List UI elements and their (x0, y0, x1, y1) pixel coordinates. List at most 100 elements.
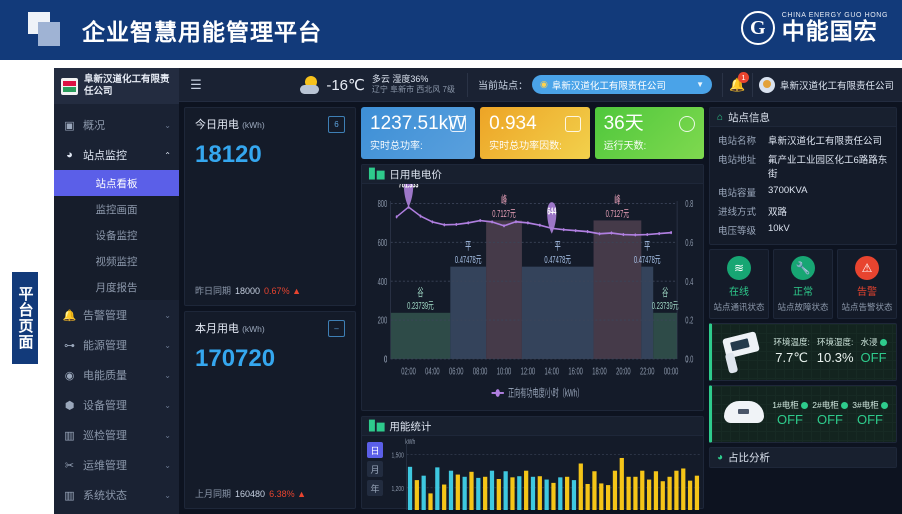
sidebar-item-system-status[interactable]: ▥ 系统状态 ⌄ (54, 480, 179, 510)
usage-stats-plot[interactable]: kWh 1,200 1,500 (384, 436, 703, 510)
tab-year[interactable]: 年 (367, 480, 383, 496)
env-sensor-card: 环境温度: 7.7℃ 环境湿度: 10.3% 水浸 OFF (709, 323, 897, 381)
hamburger-collapse-icon[interactable]: ☰ (190, 76, 202, 92)
svg-text:20:00: 20:00 (616, 365, 631, 377)
today-usage-unit: (kWh) (242, 120, 265, 130)
user-menu[interactable]: 阜新汉道化工有限责任公司 (751, 72, 902, 97)
site-selector-value: 阜新汉道化工有限责任公司 (551, 80, 666, 92)
sidebar-submenu: 站点看板 监控画面 设备监控 视频监控 月度报告 (54, 170, 179, 300)
svg-text:14:00: 14:00 (545, 365, 560, 377)
dashboard-icon: ▣ (64, 119, 75, 132)
ratio-analysis-title: 占比分析 (728, 452, 771, 464)
svg-text:谷: 谷 (662, 286, 668, 298)
status-dot-icon (879, 339, 887, 347)
middle-column: 1237.51kW 实时总功率: 0.934 实时总功率因数: 36天 运行天数… (361, 107, 704, 510)
svg-text:0.23739元: 0.23739元 (652, 299, 679, 311)
site-selector-dropdown[interactable]: ◉ 阜新汉道化工有限责任公司 ▼ (531, 75, 712, 94)
svg-text:平: 平 (555, 240, 561, 252)
sidebar-item-video-monitor[interactable]: 视频监控 (95, 255, 138, 268)
app-topbar: ☰ -16℃ 多云 湿度36% 辽宁 阜新市 西北风 7级 当前站点： ◉ (179, 68, 902, 102)
site-info-value: 10kV (768, 223, 790, 234)
power-quality-icon: ◉ (64, 369, 75, 382)
device-box-icon: ⬢ (64, 399, 75, 412)
site-info-key: 电压等级 (718, 226, 757, 237)
env-temp-value: 7.7℃ (775, 349, 808, 365)
water-label: 水浸 (860, 337, 878, 348)
usage-stats-title: 用能统计 (389, 420, 432, 433)
site-info-value: 氟产业工业园区化工6路路东街 (768, 155, 888, 180)
left-column: 今日用电 (kWh) 6 18120 昨日同期 18000 0.67% ▲ 本月用电 (184, 107, 356, 509)
svg-text:781.333: 781.333 (399, 184, 419, 190)
status-card-comm: ≋ 在线 站点通讯状态 (709, 249, 769, 319)
pie-chart-icon: ◕ (717, 452, 724, 463)
app-window: 阜新汉道化工有限责任公司 ▣ 概况 ⌄ ◕ 站点监控 ⌃ 站点看板 监控画面 设… (54, 68, 902, 514)
month-usage-unit: (kWh) (242, 323, 265, 334)
svg-text:0.4: 0.4 (685, 275, 693, 287)
sidebar-item-monitor-screen[interactable]: 监控画面 (95, 203, 138, 216)
sidebar-item-alarm-mgmt[interactable]: 🔔 告警管理 ⌄ (54, 300, 179, 330)
kpi-label: 运行天数: (603, 141, 647, 153)
notification-badge: 1 (737, 71, 749, 83)
page-title: 企业智慧用能管理平台 (82, 19, 322, 45)
daily-price-chart-panel: ▊▆ 日用电电价 谷 0.23739元平 0.47478元峰 0.7127元平 0.47… (361, 164, 704, 411)
sidebar-item-monthly-report[interactable]: 月度报告 (95, 281, 138, 294)
sidebar-item-label: 运维管理 (83, 460, 127, 472)
kpi-realtime-power: 1237.51kW 实时总功率: (361, 107, 476, 159)
svg-text:1,200: 1,200 (391, 485, 404, 493)
sidebar-item-label: 巡检管理 (83, 430, 127, 442)
sidebar-item-power-quality[interactable]: ◉ 电能质量 ⌄ (54, 360, 179, 390)
today-compare-label: 昨日同期 (195, 285, 232, 296)
location-pin-icon: ◉ (539, 79, 548, 89)
notifications-button[interactable]: 🔔 1 (721, 71, 752, 97)
tab-month[interactable]: 月 (367, 461, 383, 477)
today-usage-value: 18120 (195, 141, 262, 168)
sidebar-item-energy-mgmt[interactable]: ⊶ 能源管理 ⌄ (54, 330, 179, 360)
chevron-down-icon: ⌄ (164, 310, 171, 320)
main-column: ☰ -16℃ 多云 湿度36% 辽宁 阜新市 西北风 7级 当前站点： ◉ (179, 68, 902, 514)
today-usage-card: 今日用电 (kWh) 6 18120 昨日同期 18000 0.67% ▲ (184, 107, 356, 306)
site-info-key: 电站名称 (718, 136, 757, 147)
site-info-value: 双路 (768, 207, 788, 218)
sidebar-item-label: 告警管理 (83, 310, 127, 322)
kpi-run-days: 36天 运行天数: (594, 107, 704, 159)
status-card-fault: 🔧 正常 站点故障状态 (773, 249, 833, 319)
table-row: 电压等级 10kV (718, 223, 888, 237)
svg-text:22:00: 22:00 (640, 365, 655, 377)
site-info-title: 站点信息 (728, 111, 771, 124)
sidebar-company-header[interactable]: 阜新汉道化工有限责任公司 (54, 68, 179, 104)
chevron-down-icon: ▼ (696, 80, 704, 89)
svg-text:谷: 谷 (417, 286, 423, 298)
daily-price-chart-title: 日用电电价 (389, 168, 442, 181)
status-dot-icon (800, 401, 808, 409)
status-dot-icon (880, 401, 888, 409)
svg-text:0.47478元: 0.47478元 (544, 253, 571, 265)
squares-logo-icon (28, 12, 66, 48)
dashboard-body: 今日用电 (kWh) 6 18120 昨日同期 18000 0.67% ▲ 本月用电 (179, 102, 902, 514)
site-info-key: 电站地址 (718, 155, 757, 166)
bar-chart-icon: ▊▆ (369, 168, 385, 180)
sun-cloud-icon (300, 75, 322, 94)
svg-text:1,500: 1,500 (391, 452, 404, 460)
alarm-bell-icon: 🔔 (62, 309, 77, 322)
today-compare-value: 18000 (235, 285, 261, 296)
svg-text:0.7127元: 0.7127元 (606, 207, 629, 219)
svg-text:kWh: kWh (405, 438, 415, 446)
sidebar-item-ops-mgmt[interactable]: ✂ 运维管理 ⌄ (54, 450, 179, 480)
sidebar-item-station-monitor[interactable]: ◕ 站点监控 ⌃ (54, 140, 179, 170)
chevron-up-icon: ⌃ (164, 150, 171, 160)
home-icon: ⌂ (717, 111, 724, 123)
trend-up-icon: ▲ (297, 489, 307, 499)
home-power-icon (564, 116, 581, 132)
tab-day[interactable]: 日 (367, 442, 383, 458)
site-info-value: 阜新汉道化工有限责任公司 (768, 136, 883, 147)
sidebar-item-device-mgmt[interactable]: ⬢ 设备管理 ⌄ (54, 390, 179, 420)
sidebar-item-inspection-mgmt[interactable]: ▥ 巡检管理 ⌄ (54, 420, 179, 450)
sidebar-item-device-monitor[interactable]: 设备监控 (95, 229, 138, 242)
svg-text:16:00: 16:00 (568, 365, 583, 377)
sidebar-item-overview[interactable]: ▣ 概况 ⌄ (54, 110, 179, 140)
temperature-humidity-sensor-icon (718, 329, 770, 375)
sidebar-item-station-board[interactable]: 站点看板 (54, 170, 179, 196)
site-info-key: 电站容量 (718, 188, 757, 199)
svg-text:峰: 峰 (614, 194, 620, 206)
daily-price-chart-plot[interactable]: 谷 0.23739元平 0.47478元峰 0.7127元平 0.47478元峰 0.71… (362, 175, 703, 410)
